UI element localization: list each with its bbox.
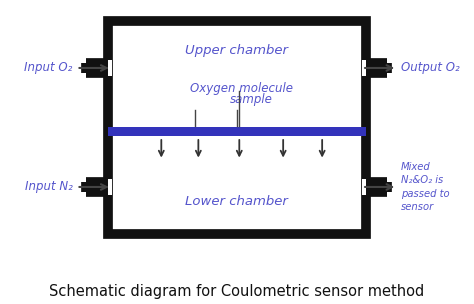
- Bar: [362, 179, 370, 195]
- Text: Lower chamber: Lower chamber: [185, 195, 288, 208]
- Bar: [103, 179, 112, 195]
- Text: Upper chamber: Upper chamber: [185, 44, 288, 57]
- Bar: [103, 60, 112, 76]
- Text: Schematic diagram for Coulometric sensor method: Schematic diagram for Coulometric sensor…: [49, 285, 424, 299]
- Text: Input N₂: Input N₂: [25, 181, 73, 193]
- Text: Output O₂: Output O₂: [401, 61, 460, 74]
- Bar: [108, 127, 366, 136]
- Text: Mixed
N₂&O₂ is
passed to
sensor: Mixed N₂&O₂ is passed to sensor: [401, 162, 450, 212]
- Text: sample: sample: [230, 93, 273, 106]
- Bar: [362, 60, 370, 76]
- Text: Input O₂: Input O₂: [24, 61, 73, 74]
- Text: Oxygen molecule: Oxygen molecule: [190, 82, 293, 95]
- Bar: [108, 21, 366, 234]
